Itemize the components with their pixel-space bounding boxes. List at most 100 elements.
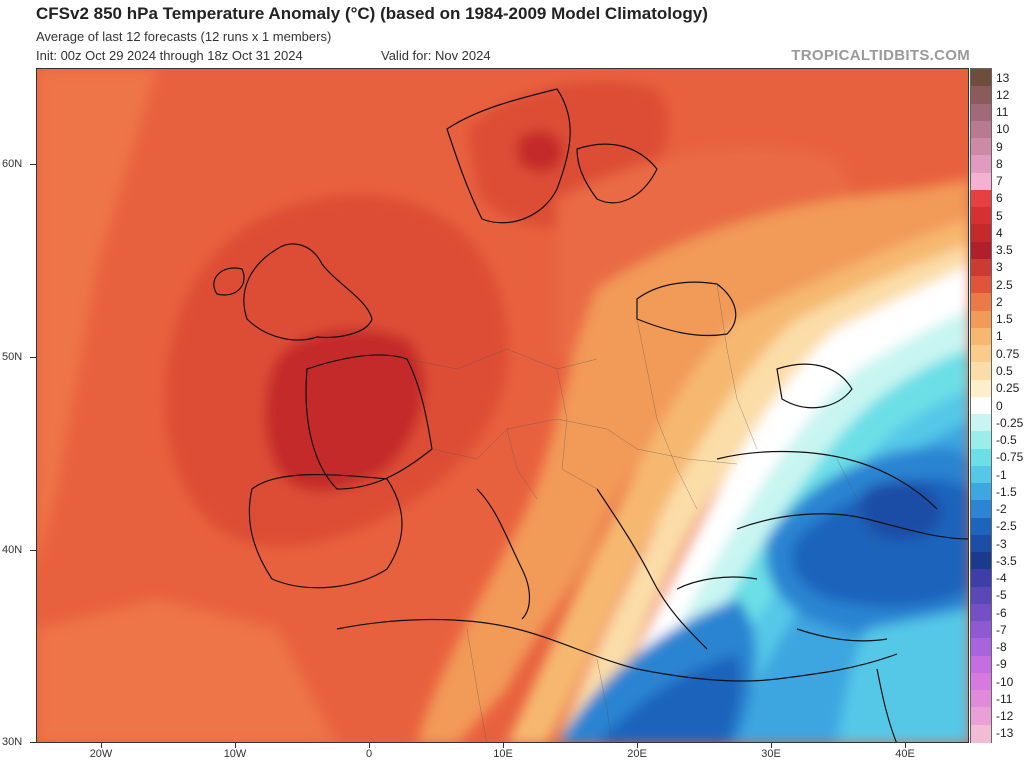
colorbar-swatch <box>971 431 991 450</box>
colorbar-label: -3.5 <box>996 553 1017 568</box>
lon-tick-30e: 30E <box>761 748 781 760</box>
colorbar-label: -6 <box>996 605 1007 620</box>
colorbar-label: 13 <box>996 70 1010 85</box>
colorbar-swatch <box>971 189 991 208</box>
init-time-label: Init: 00z Oct 29 2024 through 18z Oct 31… <box>36 48 303 63</box>
colorbar-swatch <box>971 241 991 260</box>
colorbar-swatch <box>971 586 991 605</box>
colorbar-label: 12 <box>996 87 1010 102</box>
colorbar-swatch <box>971 465 991 484</box>
colorbar-swatch <box>971 552 991 571</box>
colorbar-swatch <box>971 276 991 294</box>
lat-tick-60n: 60N <box>2 158 23 170</box>
colorbar-swatch <box>971 327 991 346</box>
colorbar-swatch <box>971 483 991 501</box>
chart-title: CFSv2 850 hPa Temperature Anomaly (°C) (… <box>36 4 708 23</box>
colorbar-swatch <box>971 396 991 415</box>
lon-tick-20w: 20W <box>89 748 113 760</box>
colorbar-swatch <box>971 207 991 225</box>
colorbar-swatch <box>971 155 991 174</box>
colorbar-label: -13 <box>996 726 1014 741</box>
colorbar-label: 0.75 <box>996 346 1020 361</box>
colorbar-swatch <box>971 448 991 467</box>
lon-tick-10w: 10W <box>223 748 247 760</box>
colorbar-label: -12 <box>996 709 1014 724</box>
colorbar-swatch <box>971 362 991 381</box>
colorbar-swatch <box>971 293 991 312</box>
lon-tick-20e: 20E <box>627 748 647 760</box>
colorbar-label: -4 <box>996 571 1007 586</box>
colorbar-swatch <box>971 621 991 640</box>
colorbar-label: 9 <box>996 139 1003 154</box>
colorbar-swatch <box>971 310 991 329</box>
colorbar-label: 4 <box>996 225 1003 240</box>
colorbar-swatch <box>971 672 991 691</box>
colorbar-label: -10 <box>996 674 1014 689</box>
colorbar-label: 2 <box>996 294 1003 309</box>
colorbar-swatch <box>971 690 991 709</box>
colorbar-swatch <box>971 172 991 191</box>
lon-tick-40e: 40E <box>895 748 915 760</box>
colorbar-label: -0.75 <box>996 450 1024 465</box>
colorbar-swatch <box>971 655 991 674</box>
colorbar-label: 6 <box>996 191 1003 206</box>
colorbar-label: 1 <box>996 329 1003 344</box>
colorbar-label: 2.5 <box>996 277 1013 292</box>
colorbar-swatch <box>971 517 991 536</box>
colorbar <box>970 68 992 743</box>
lat-tick-40n: 40N <box>2 544 23 556</box>
colorbar-label: 10 <box>996 122 1010 137</box>
valid-time-label: Valid for: Nov 2024 <box>381 48 491 63</box>
colorbar-label: 0.5 <box>996 363 1013 378</box>
colorbar-label: 5 <box>996 208 1003 223</box>
colorbar-label: 1.5 <box>996 312 1013 327</box>
colorbar-swatch <box>971 569 991 588</box>
colorbar-swatch <box>971 120 991 139</box>
colorbar-label: 0.25 <box>996 381 1020 396</box>
borders <box>406 283 878 742</box>
colorbar-swatch <box>971 138 991 156</box>
colorbar-swatch <box>971 379 991 398</box>
colorbar-label: -0.25 <box>996 415 1024 430</box>
watermark: TROPICALTIDBITS.COM <box>791 47 970 64</box>
colorbar-swatch <box>971 224 991 243</box>
colorbar-swatch <box>971 69 991 87</box>
colorbar-swatch <box>971 345 991 363</box>
colorbar-label: 7 <box>996 174 1003 189</box>
colorbar-label: -1 <box>996 467 1007 482</box>
colorbar-label: 0 <box>996 398 1003 413</box>
colorbar-label: 11 <box>996 105 1009 120</box>
colorbar-label: -2.5 <box>996 519 1017 534</box>
colorbar-label: -0.5 <box>996 433 1017 447</box>
colorbar-label: -9 <box>996 657 1007 672</box>
colorbar-swatch <box>971 724 991 743</box>
colorbar-swatch <box>971 414 991 432</box>
colorbar-label: -7 <box>996 622 1007 637</box>
colorbar-swatch <box>971 258 991 277</box>
map-canvas <box>37 69 968 742</box>
lon-tick-0: 0 <box>365 748 373 760</box>
colorbar-label: -11 <box>996 691 1013 706</box>
colorbar-swatch <box>971 534 991 553</box>
colorbar-label: -2 <box>996 502 1007 517</box>
colorbar-label: -5 <box>996 588 1007 603</box>
colorbar-swatch <box>971 638 991 657</box>
colorbar-label: -3 <box>996 536 1007 551</box>
colorbar-swatch <box>971 603 991 622</box>
chart-subtitle: Average of last 12 forecasts (12 runs x … <box>36 29 332 44</box>
lat-tick-30n: 30N <box>2 736 23 748</box>
anomaly-map[interactable] <box>36 68 969 743</box>
colorbar-label: 3.5 <box>996 243 1013 258</box>
colorbar-swatch <box>971 86 991 105</box>
lon-tick-10e: 10E <box>493 748 513 760</box>
colorbar-swatch <box>971 707 991 726</box>
colorbar-label: 3 <box>996 260 1003 275</box>
colorbar-label: -1.5 <box>996 484 1017 499</box>
colorbar-swatch <box>971 103 991 122</box>
colorbar-label: 8 <box>996 156 1003 171</box>
colorbar-swatch <box>971 500 991 519</box>
anomaly-field <box>37 69 968 742</box>
lat-tick-50n: 50N <box>2 351 23 363</box>
colorbar-label: -8 <box>996 640 1007 655</box>
coastlines <box>213 88 968 742</box>
